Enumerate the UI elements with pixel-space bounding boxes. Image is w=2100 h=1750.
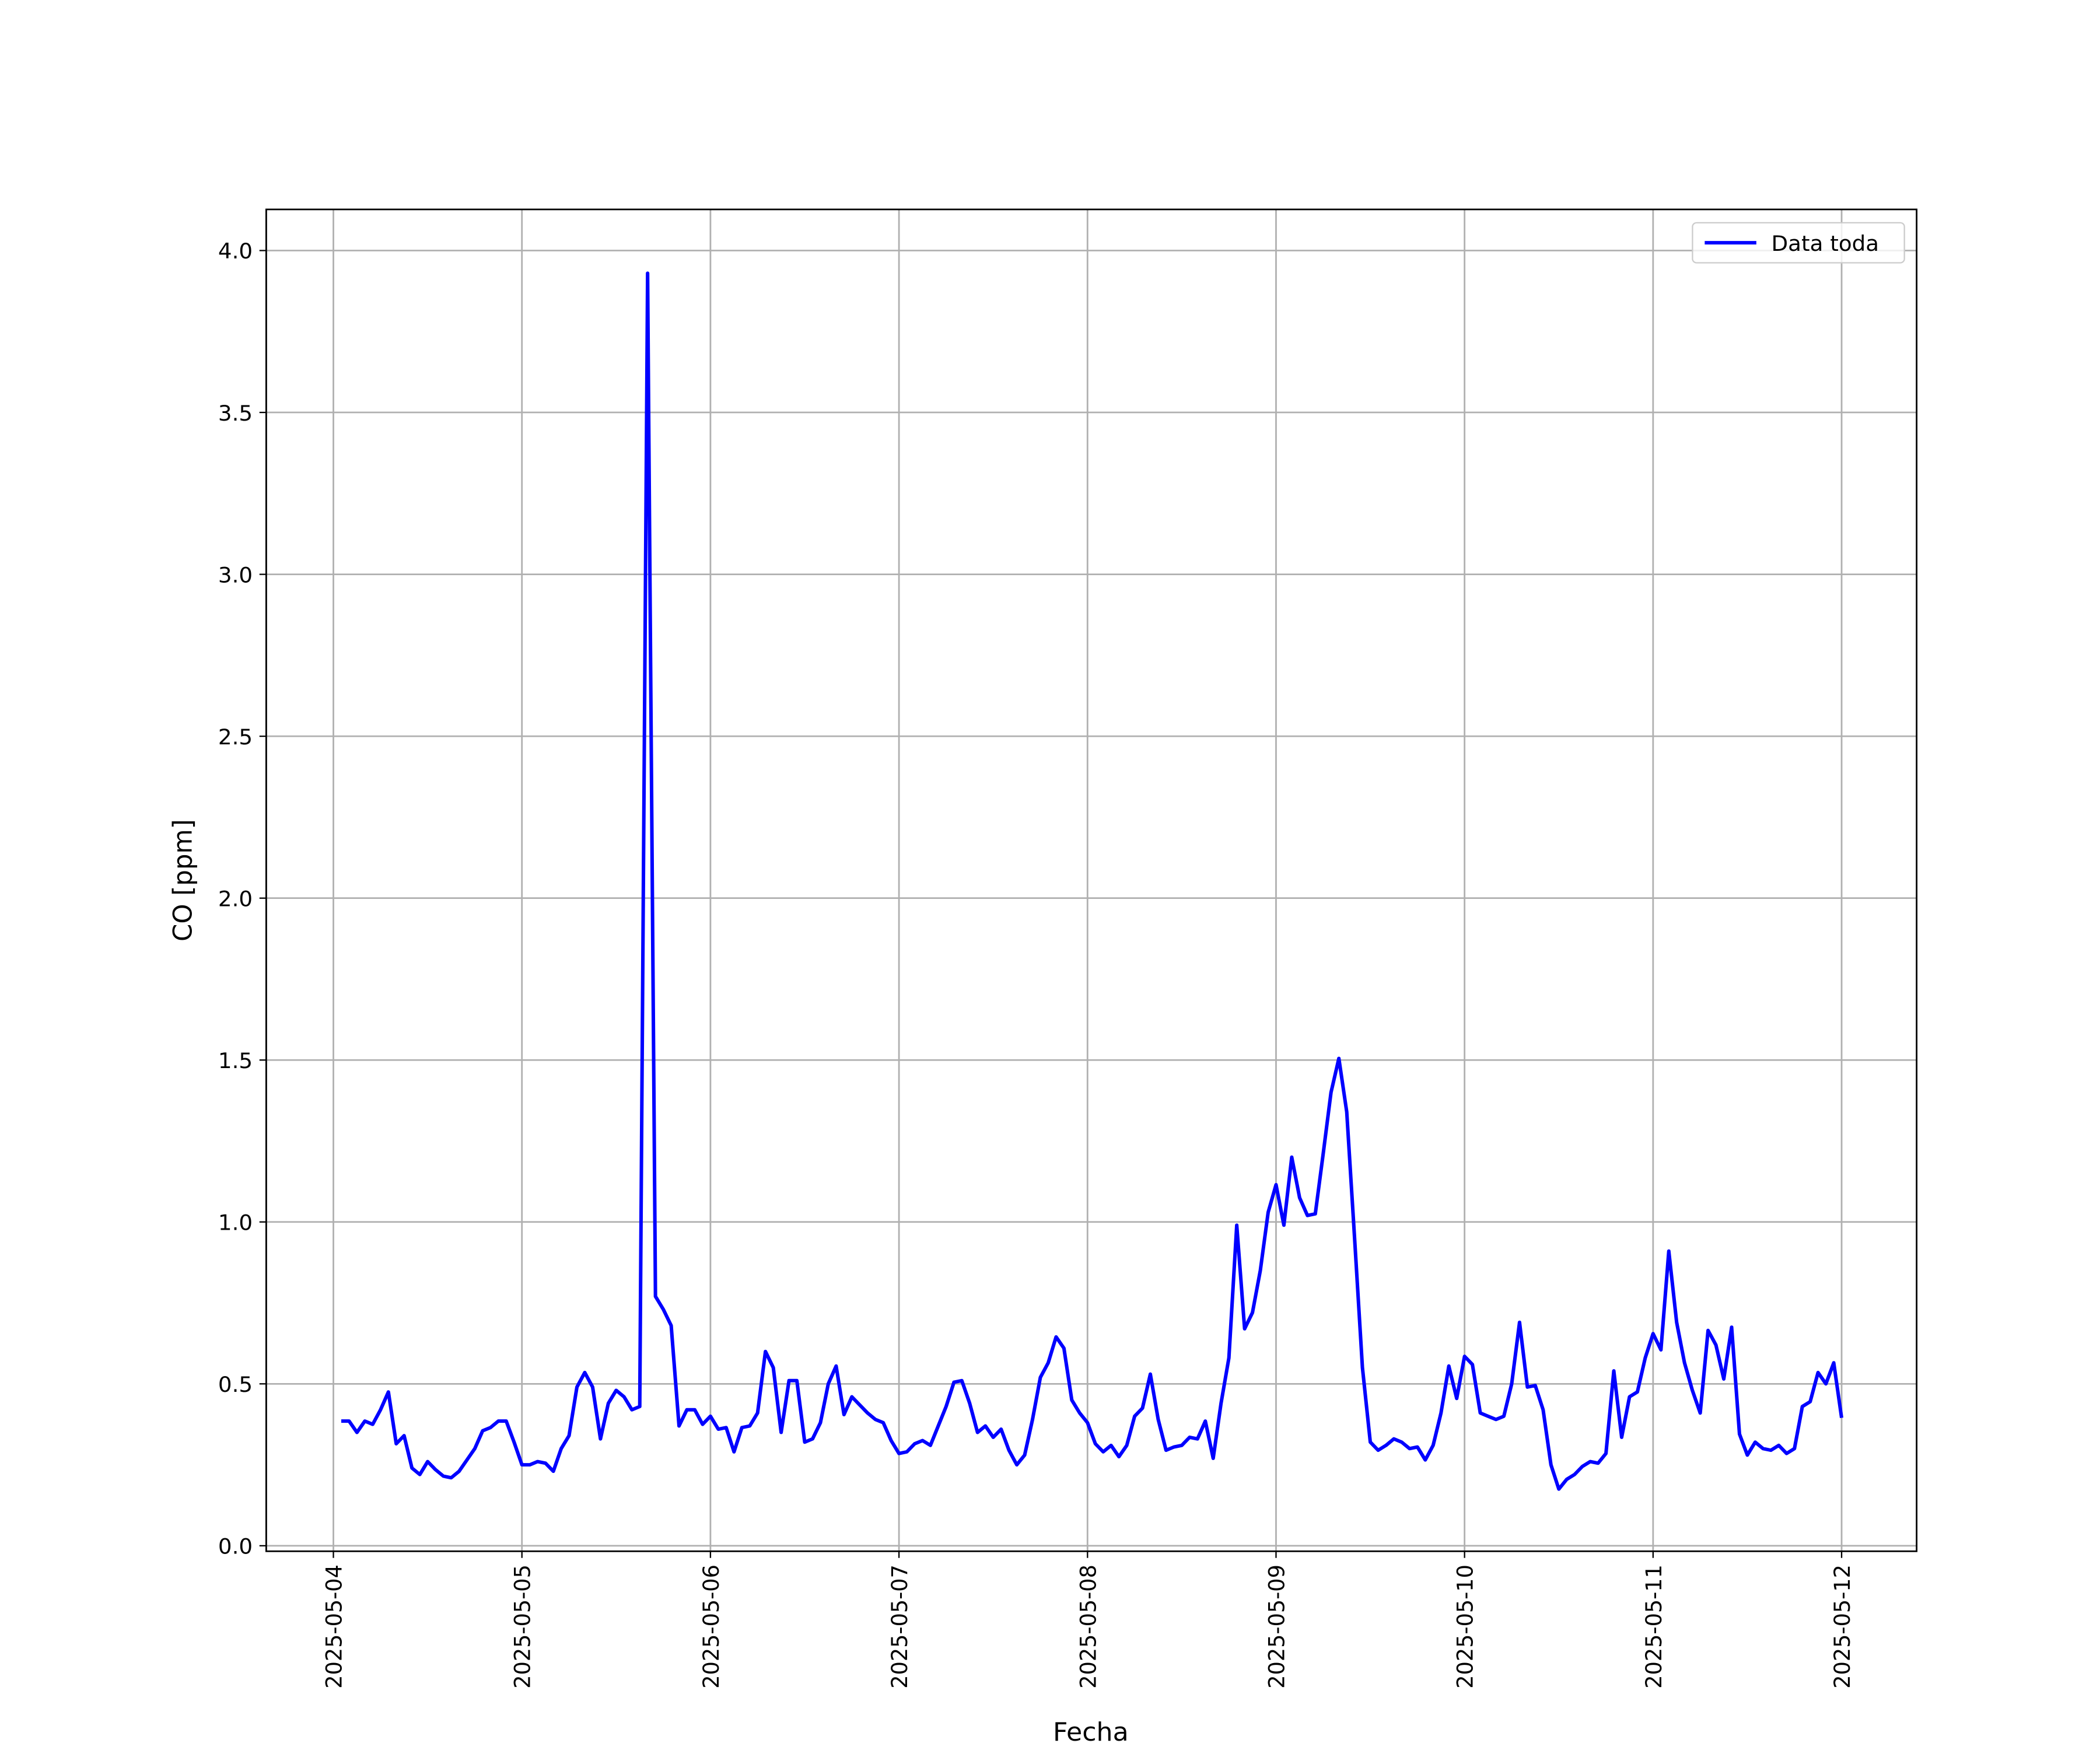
x-tick-label: 2025-05-06 [699, 1564, 724, 1689]
y-tick-label: 1.0 [218, 1210, 253, 1236]
x-tick-label: 2025-05-09 [1264, 1564, 1289, 1689]
x-tick-label: 2025-05-10 [1452, 1564, 1478, 1689]
x-tick-label: 2025-05-11 [1642, 1564, 1667, 1689]
y-tick-label: 0.5 [218, 1372, 253, 1397]
y-tick-label: 3.5 [218, 401, 253, 426]
legend-box [1692, 222, 1905, 264]
x-tick-label: 2025-05-08 [1076, 1564, 1101, 1689]
x-tick-label: 2025-05-07 [887, 1564, 912, 1689]
y-axis-label: CO [ppm] [168, 819, 198, 942]
x-axis-label: Fecha [1053, 1717, 1129, 1747]
y-tick-label: 4.0 [218, 239, 253, 264]
x-tick-label: 2025-05-05 [510, 1564, 535, 1689]
y-tick-label: 2.0 [218, 887, 253, 912]
y-tick-label: 1.5 [218, 1048, 253, 1073]
y-tick-label: 0.0 [218, 1534, 253, 1559]
plot-frame [265, 208, 1918, 1552]
data-line [341, 271, 1844, 1491]
x-tick-label: 2025-05-12 [1830, 1564, 1855, 1689]
y-tick-label: 2.5 [218, 724, 253, 750]
y-tick-label: 3.0 [218, 563, 253, 588]
x-tick-label: 2025-05-04 [321, 1564, 346, 1689]
legend-label: Data toda [1771, 231, 1879, 256]
